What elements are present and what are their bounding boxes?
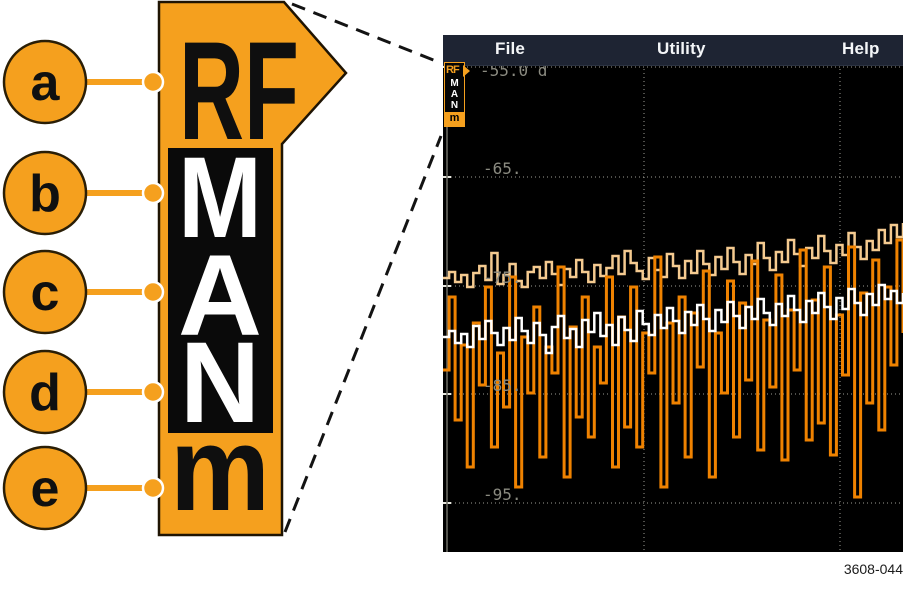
callout-e: e	[2, 445, 88, 531]
menu-bar: File Utility Help	[443, 35, 903, 66]
rf-badge-small-rf: RF	[445, 63, 470, 79]
rf-badge-small-m: M	[450, 78, 459, 89]
badge-letter-a: A	[178, 232, 262, 360]
callout-b: b	[2, 150, 88, 236]
leader-dot-b	[141, 181, 165, 205]
badge-letter-m: M	[178, 134, 262, 262]
callout-a-label: a	[31, 54, 61, 112]
callout-e-label: e	[31, 460, 60, 518]
rf-badge-small-arrow-icon	[463, 65, 470, 77]
callout-d-label: d	[29, 364, 61, 422]
rf-badge-small-n: N	[450, 100, 459, 111]
rf-badge-small-a: A	[450, 89, 459, 100]
sample-trace	[443, 238, 903, 499]
callout-b-label: b	[29, 165, 61, 223]
axis-label: -95.	[483, 485, 522, 504]
callout-a: a	[2, 39, 88, 125]
callout-e-circle	[2, 445, 88, 531]
average-trace	[443, 283, 903, 355]
rf-badge-small-rf-text: RF	[446, 64, 460, 76]
axis-label: -85.	[483, 376, 522, 395]
callout-c: c	[2, 249, 88, 335]
callout-c-circle	[2, 249, 88, 335]
callout-d-circle	[2, 349, 88, 435]
figure-number: 3608-044	[843, 561, 903, 577]
axis-label: -65.	[483, 159, 522, 178]
rf-badge-black-section	[168, 148, 273, 433]
callout-d: d	[2, 349, 88, 435]
spectrum-screenshot: -55.0 d -65. -75. -85. -95. File Utility Hel…	[443, 35, 903, 552]
badge-letter-rf: RF	[179, 12, 299, 169]
callout-a-circle	[2, 39, 88, 125]
menu-help[interactable]: Help	[842, 39, 880, 58]
magnify-dash-bottom	[283, 135, 443, 533]
spectrum-plot: -55.0 d-65.-75.-85.-95.	[443, 61, 903, 552]
badge-letter-n: N	[180, 319, 260, 447]
leader-dot-a	[141, 70, 165, 94]
menu-utility[interactable]: Utility	[657, 39, 706, 58]
axis-label: -75.	[483, 268, 522, 287]
callout-c-label: c	[31, 264, 60, 322]
menu-file[interactable]: File	[495, 39, 526, 58]
badge-letter-mm: m	[170, 402, 270, 536]
rf-badge-small: RF M A N m	[444, 62, 470, 127]
max-hold-trace	[443, 223, 903, 289]
rf-badge-small-mm: m	[445, 112, 464, 126]
leader-dot-c	[141, 280, 165, 304]
callout-b-circle	[2, 150, 88, 236]
magnify-dash-top	[291, 2, 442, 65]
leader-dot-d	[141, 380, 165, 404]
leader-dot-e	[141, 476, 165, 500]
